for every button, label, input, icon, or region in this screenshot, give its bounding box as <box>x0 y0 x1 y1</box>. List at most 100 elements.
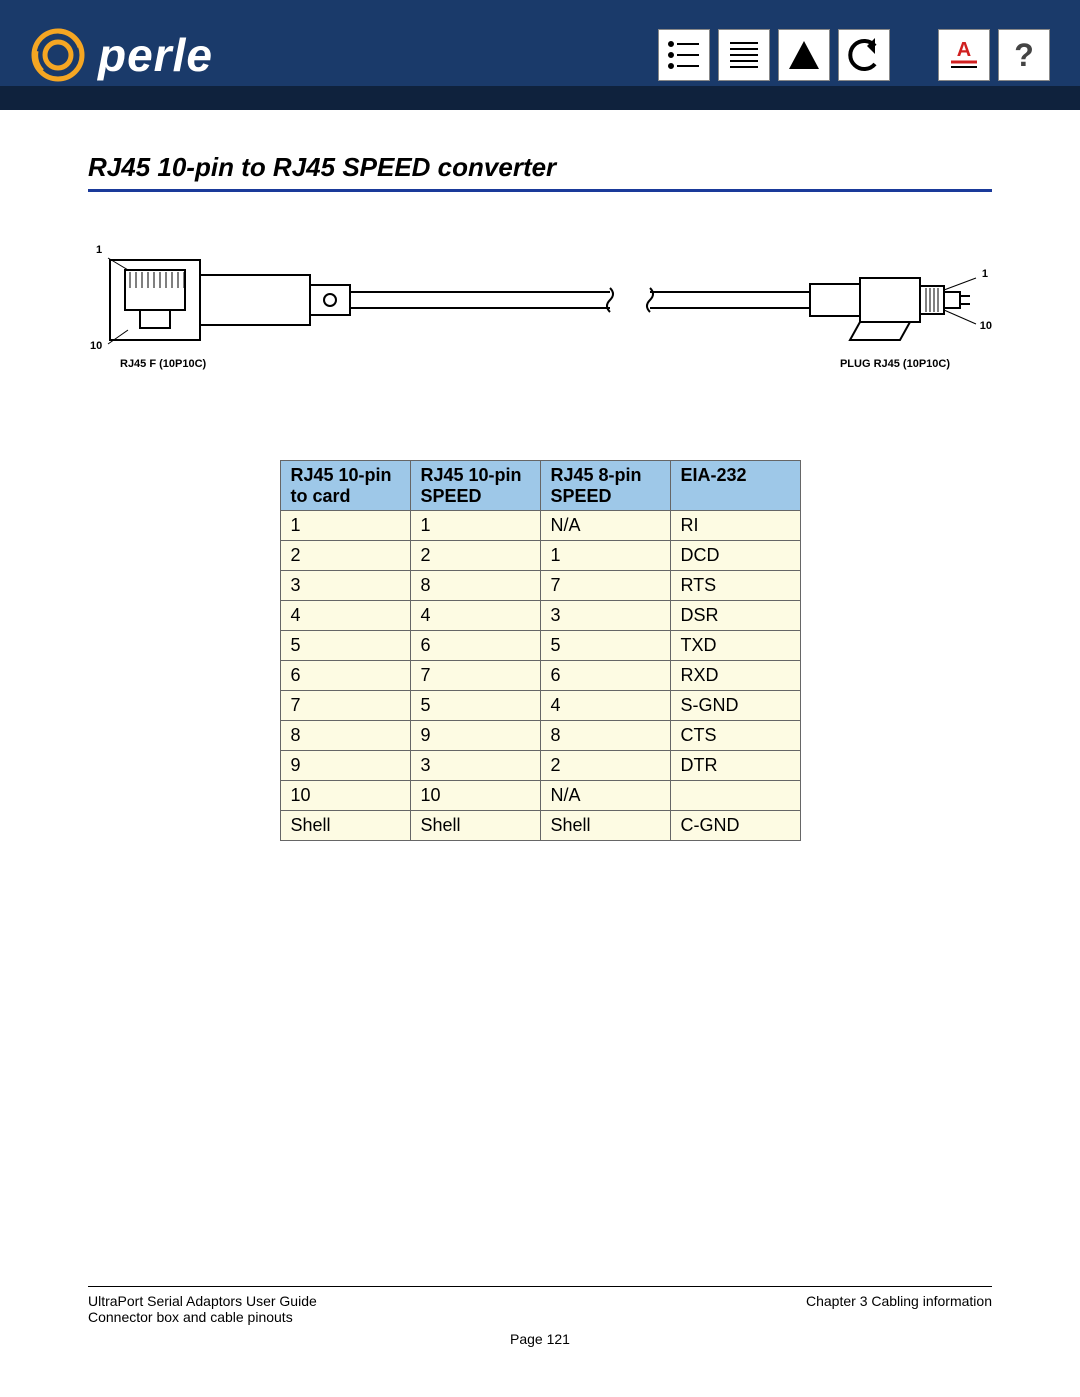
table-row: 443DSR <box>280 601 800 631</box>
table-cell: DCD <box>670 541 800 571</box>
table-cell: 10 <box>410 781 540 811</box>
table-row: 932DTR <box>280 751 800 781</box>
toolbar: A ? <box>658 29 1050 81</box>
table-row: 1010N/A <box>280 781 800 811</box>
table-cell: 6 <box>280 661 410 691</box>
table-cell: Shell <box>410 811 540 841</box>
toc-button[interactable] <box>658 29 710 81</box>
table-cell: 9 <box>280 751 410 781</box>
col-header-1: RJ45 10-pinSPEED <box>410 461 540 511</box>
toc-icon <box>665 36 703 74</box>
table-cell: 1 <box>540 541 670 571</box>
table-cell: 7 <box>540 571 670 601</box>
diagram-left-pin1-label: 1 <box>96 244 102 256</box>
diagram-right-pin1-label: 1 <box>982 268 988 280</box>
table-cell: 1 <box>280 511 410 541</box>
table-cell: 6 <box>410 631 540 661</box>
table-cell: S-GND <box>670 691 800 721</box>
table-cell: 7 <box>280 691 410 721</box>
diagram-right-pin10-label: 10 <box>980 320 992 332</box>
undo-icon <box>845 36 883 74</box>
cable-diagram-svg <box>90 240 990 420</box>
table-header-row: RJ45 10-pinto card RJ45 10-pinSPEED RJ45… <box>280 461 800 511</box>
table-row: 676RXD <box>280 661 800 691</box>
table-cell: 5 <box>540 631 670 661</box>
table-cell: 5 <box>410 691 540 721</box>
undo-button[interactable] <box>838 29 890 81</box>
footer-page: Page 121 <box>88 1331 992 1347</box>
table-cell: 4 <box>280 601 410 631</box>
table-row: ShellShellShellC-GND <box>280 811 800 841</box>
table-cell: 9 <box>410 721 540 751</box>
table-cell: 10 <box>280 781 410 811</box>
table-cell: DSR <box>670 601 800 631</box>
table-cell <box>670 781 800 811</box>
table-cell: Shell <box>540 811 670 841</box>
table-cell: TXD <box>670 631 800 661</box>
bookmark-up-icon <box>785 36 823 74</box>
index-button[interactable] <box>718 29 770 81</box>
footer-row-2: Connector box and cable pinouts <box>88 1309 992 1325</box>
table-cell: 8 <box>280 721 410 751</box>
footer-left-1: UltraPort Serial Adaptors User Guide <box>88 1293 317 1309</box>
footer: UltraPort Serial Adaptors User Guide Cha… <box>88 1286 992 1347</box>
col-header-0: RJ45 10-pinto card <box>280 461 410 511</box>
footer-row-1: UltraPort Serial Adaptors User Guide Cha… <box>88 1293 992 1309</box>
table-cell: C-GND <box>670 811 800 841</box>
col-header-3: EIA-232 <box>670 461 800 511</box>
table-cell: 2 <box>540 751 670 781</box>
footer-right-1: Chapter 3 Cabling information <box>806 1293 992 1309</box>
pinout-table: RJ45 10-pinto card RJ45 10-pinSPEED RJ45… <box>280 460 801 841</box>
footer-rule <box>88 1286 992 1287</box>
table-cell: 3 <box>280 571 410 601</box>
font-a-button[interactable]: A <box>938 29 990 81</box>
table-cell: RXD <box>670 661 800 691</box>
table-cell: 1 <box>410 511 540 541</box>
table-cell: 4 <box>540 691 670 721</box>
table-cell: 8 <box>410 571 540 601</box>
table-cell: N/A <box>540 781 670 811</box>
body-area: RJ45 10-pin to RJ45 SPEED converter <box>0 110 1080 1397</box>
logo: perle <box>30 27 213 83</box>
col-header-2: RJ45 8-pinSPEED <box>540 461 670 511</box>
table-cell: Shell <box>280 811 410 841</box>
help-button[interactable]: ? <box>998 29 1050 81</box>
table-cell: 4 <box>410 601 540 631</box>
table-cell: DTR <box>670 751 800 781</box>
table-row: 754S-GND <box>280 691 800 721</box>
table-cell: 2 <box>410 541 540 571</box>
table-row: 11N/ARI <box>280 511 800 541</box>
table-cell: 5 <box>280 631 410 661</box>
table-cell: 2 <box>280 541 410 571</box>
table-cell: RTS <box>670 571 800 601</box>
footer-left-2: Connector box and cable pinouts <box>88 1309 293 1325</box>
pinout-tbody: 11N/ARI221DCD387RTS443DSR565TXD676RXD754… <box>280 511 800 841</box>
svg-text:?: ? <box>1014 37 1034 73</box>
logo-ring-icon <box>30 27 86 83</box>
table-cell: N/A <box>540 511 670 541</box>
diagram-right-caption: PLUG RJ45 (10P10C) <box>840 358 950 370</box>
svg-text:A: A <box>957 39 971 61</box>
table-cell: CTS <box>670 721 800 751</box>
header-bar: perle <box>0 0 1080 110</box>
table-cell: 7 <box>410 661 540 691</box>
cable-diagram: 1 10 RJ45 F (10P10C) 1 10 PLUG RJ45 (10P… <box>90 240 990 420</box>
section-title: RJ45 10-pin to RJ45 SPEED converter <box>88 152 992 183</box>
table-cell: RI <box>670 511 800 541</box>
table-cell: 3 <box>410 751 540 781</box>
page-root: perle <box>0 0 1080 1397</box>
table-cell: 6 <box>540 661 670 691</box>
diagram-left-caption: RJ45 F (10P10C) <box>120 358 206 370</box>
table-row: 221DCD <box>280 541 800 571</box>
table-cell: 8 <box>540 721 670 751</box>
table-row: 565TXD <box>280 631 800 661</box>
index-icon <box>725 36 763 74</box>
bookmark-up-button[interactable] <box>778 29 830 81</box>
logo-text: perle <box>98 28 213 82</box>
help-icon: ? <box>1005 36 1043 74</box>
title-rule <box>88 189 992 192</box>
font-a-icon: A <box>945 36 983 74</box>
table-row: 387RTS <box>280 571 800 601</box>
diagram-left-pin10-label: 10 <box>90 340 102 352</box>
table-cell: 3 <box>540 601 670 631</box>
